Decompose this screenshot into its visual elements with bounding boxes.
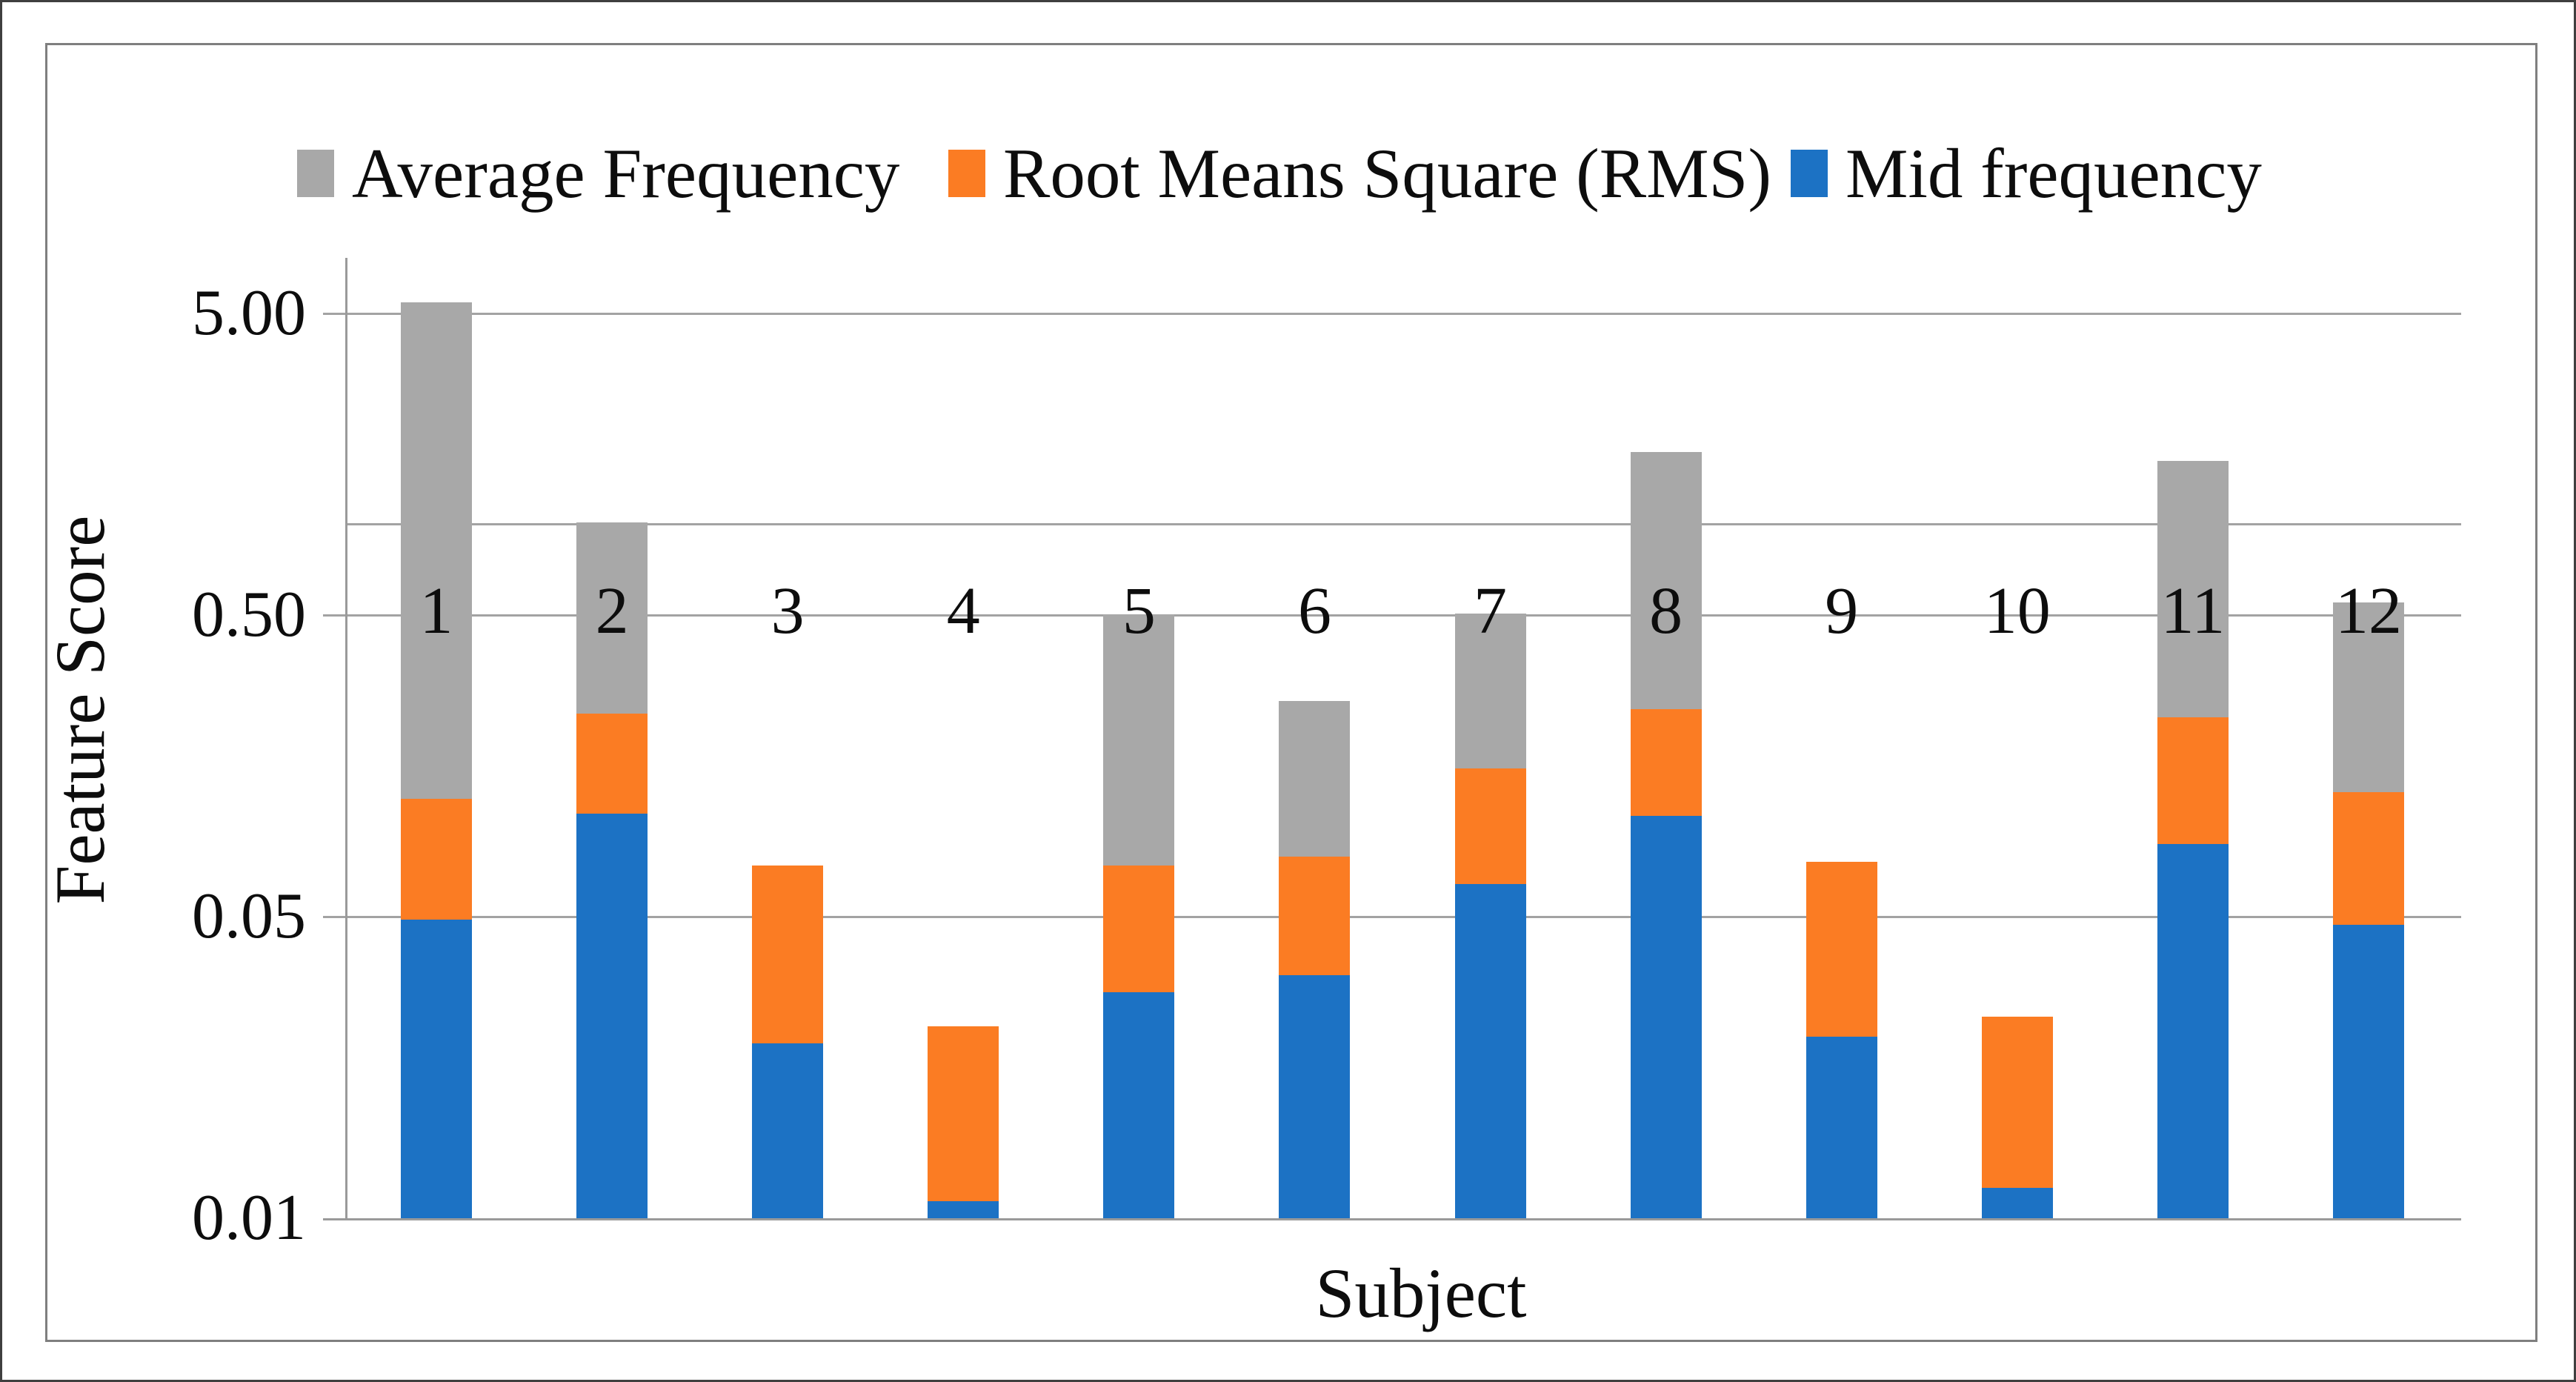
y-axis-line [345,258,347,1220]
bar-segment-average-frequency [1454,614,1526,768]
bar-segment-mid-frequency [1981,1188,2053,1218]
bar-segment-mid-frequency [401,919,472,1218]
y-tick-label: 0.05 [192,880,306,952]
legend-label: Root Means Square (RMS) [1003,134,1772,213]
bar-segment-root-means-square-rms- [401,798,472,920]
legend-swatch-icon [948,150,985,197]
y-gridline [323,313,2461,315]
bar-segment-mid-frequency [1454,884,1526,1218]
bar-segment-average-frequency [1630,452,1702,709]
bar-label: 6 [1297,574,1331,648]
y-gridline [323,614,2461,617]
bar-segment-root-means-square-rms- [1454,768,1526,885]
bar-segment-root-means-square-rms- [752,865,824,1044]
bar-segment-mid-frequency [928,1200,999,1218]
legend-label: Mid frequency [1846,134,2262,213]
y-tick-label: 0.50 [192,579,306,651]
bar-label: 12 [2334,574,2402,648]
bar-segment-average-frequency [1279,701,1351,857]
bar-segment-average-frequency [1103,614,1175,866]
bar-label: 9 [1825,574,1859,648]
bar-segment-average-frequency [2157,461,2229,718]
bar-label: 2 [595,574,629,648]
bar-segment-average-frequency [2332,602,2404,793]
x-axis-line [323,1218,2461,1220]
bar-label: 1 [419,574,453,648]
bar-segment-mid-frequency [1630,815,1702,1218]
bar-label: 3 [771,574,805,648]
bar-label: 5 [1122,574,1156,648]
x-axis-title: Subject [1315,1254,1527,1332]
y-tick-label: 5.00 [192,277,306,349]
bar-segment-root-means-square-rms- [1805,861,1877,1037]
bar-segment-mid-frequency [2332,924,2404,1218]
bar-segment-mid-frequency [2157,844,2229,1218]
bar-segment-root-means-square-rms- [928,1026,999,1201]
bar-segment-root-means-square-rms- [2332,792,2404,925]
y-gridline [345,523,2461,526]
bar-segment-root-means-square-rms- [1630,708,1702,816]
bar-segment-root-means-square-rms- [2157,717,2229,845]
bar-segment-mid-frequency [1103,992,1175,1218]
bar-segment-root-means-square-rms- [1103,865,1175,993]
bar-label: 7 [1474,574,1508,648]
bar-label: 10 [1983,574,2051,648]
bar-label: 11 [2160,574,2226,648]
y-gridline [323,916,2461,918]
bar-segment-root-means-square-rms- [1981,1016,2053,1189]
bar-segment-mid-frequency [1805,1036,1877,1218]
bar-label: 8 [1649,574,1683,648]
bar-segment-root-means-square-rms- [576,714,648,814]
legend-label: Average Frequency [352,134,900,213]
bar-segment-mid-frequency [1279,974,1351,1218]
y-tick-label: 0.01 [192,1182,306,1254]
bar-segment-root-means-square-rms- [1279,857,1351,975]
legend-swatch-icon [1791,150,1828,197]
legend-swatch-icon [297,150,334,197]
legend-item: Mid frequency [1791,134,2262,213]
bar-label: 4 [946,574,980,648]
bar-segment-average-frequency [401,302,472,799]
legend-item: Root Means Square (RMS) [948,134,1772,213]
bar-segment-mid-frequency [576,813,648,1218]
bar-segment-average-frequency [576,522,648,714]
bar-segment-mid-frequency [752,1043,824,1218]
legend-item: Average Frequency [297,134,900,213]
